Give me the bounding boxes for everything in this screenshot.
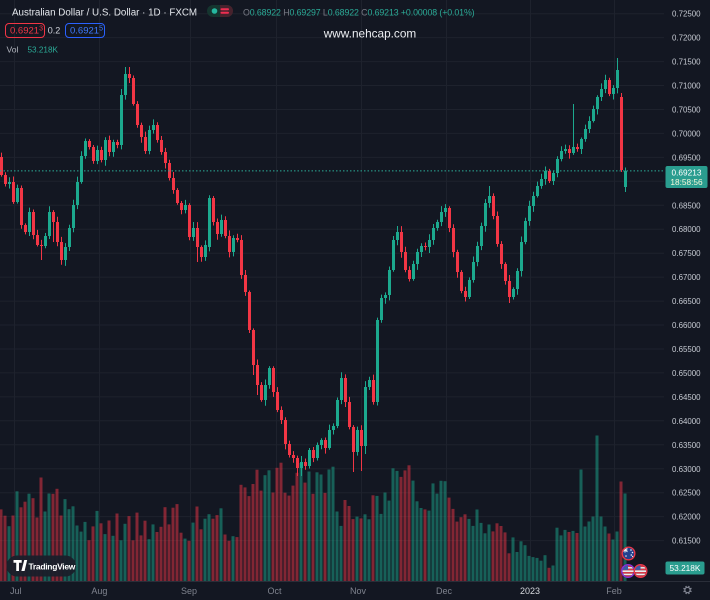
svg-text:Feb: Feb xyxy=(606,586,622,596)
svg-text:0.70500: 0.70500 xyxy=(672,106,701,115)
svg-text:0.65000: 0.65000 xyxy=(672,369,701,378)
svg-text:Australian Dollar / U.S. Dolla: Australian Dollar / U.S. Dollar · 1D · F… xyxy=(12,8,197,19)
svg-text:0.68000: 0.68000 xyxy=(672,225,701,234)
svg-text:Nov: Nov xyxy=(350,586,367,596)
svg-text:Dec: Dec xyxy=(436,586,453,596)
svg-text:0.64000: 0.64000 xyxy=(672,417,701,426)
svg-text:0.2: 0.2 xyxy=(48,26,61,36)
svg-text:www.nehcap.com: www.nehcap.com xyxy=(323,27,417,41)
svg-text:18:58:56: 18:58:56 xyxy=(670,177,703,187)
svg-text:0.67000: 0.67000 xyxy=(672,273,701,282)
svg-text:53.218K: 53.218K xyxy=(28,46,59,55)
svg-text:0.68500: 0.68500 xyxy=(672,201,701,210)
svg-text:0.62000: 0.62000 xyxy=(672,513,701,522)
svg-text:0.67500: 0.67500 xyxy=(672,249,701,258)
svg-text:0.69500: 0.69500 xyxy=(672,153,701,162)
svg-text:Oct: Oct xyxy=(267,586,282,596)
svg-text:0.62500: 0.62500 xyxy=(672,489,701,498)
svg-text:0.65500: 0.65500 xyxy=(672,345,701,354)
svg-text:TradingView: TradingView xyxy=(29,562,76,572)
svg-text:0.71000: 0.71000 xyxy=(672,82,701,91)
svg-text:0.71500: 0.71500 xyxy=(672,58,701,67)
svg-text:Aug: Aug xyxy=(91,586,107,596)
svg-text:53.218K: 53.218K xyxy=(670,563,701,573)
svg-text:Vol: Vol xyxy=(7,45,19,55)
svg-text:0.69215: 0.69215 xyxy=(70,26,103,37)
svg-text:0.72500: 0.72500 xyxy=(672,10,701,19)
svg-text:2023: 2023 xyxy=(520,586,540,596)
svg-text:0.66500: 0.66500 xyxy=(672,297,701,306)
svg-text:0.66000: 0.66000 xyxy=(672,321,701,330)
svg-text:0.70000: 0.70000 xyxy=(672,129,701,138)
svg-text:O0.68922 H0.69297 L0.68922 C0.: O0.68922 H0.69297 L0.68922 C0.69213 +0.0… xyxy=(243,8,475,18)
svg-text:0.63000: 0.63000 xyxy=(672,465,701,474)
svg-text:0.63500: 0.63500 xyxy=(672,441,701,450)
svg-text:Sep: Sep xyxy=(181,586,197,596)
svg-text:Jul: Jul xyxy=(10,586,22,596)
svg-text:0.64500: 0.64500 xyxy=(672,393,701,402)
svg-text:0.69213: 0.69213 xyxy=(672,168,702,178)
svg-text:0.61500: 0.61500 xyxy=(672,537,701,546)
svg-text:0.69213: 0.69213 xyxy=(10,26,43,37)
svg-text:0.72000: 0.72000 xyxy=(672,34,701,43)
